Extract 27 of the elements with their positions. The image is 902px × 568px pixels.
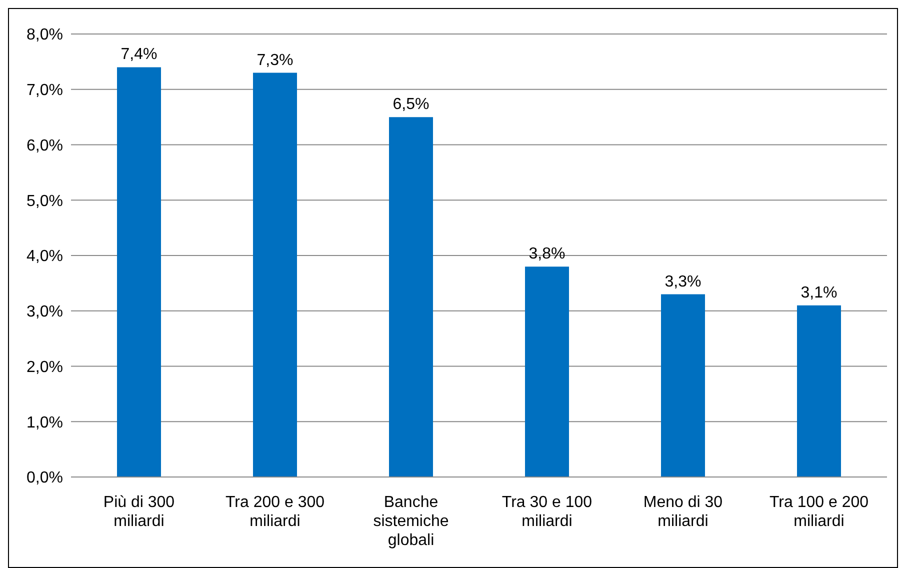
bar	[797, 305, 841, 477]
bar	[525, 266, 569, 477]
data-label: 3,1%	[800, 284, 838, 302]
y-tick-label: 7,0%	[26, 82, 63, 100]
data-label: 6,5%	[392, 96, 430, 114]
bar	[389, 117, 433, 477]
bar	[117, 67, 161, 477]
bar	[661, 294, 705, 477]
data-label: 3,3%	[664, 273, 702, 290]
x-tick-label: Tra 200 e 300 miliardi	[225, 494, 325, 530]
y-tick-label: 8,0%	[26, 26, 63, 44]
data-label: 7,3%	[256, 52, 294, 69]
y-tick-label: 0,0%	[26, 470, 63, 487]
y-tick-label: 5,0%	[26, 192, 63, 210]
y-tick-label: 6,0%	[26, 137, 63, 154]
x-tick-label: Banche sistemiche globali	[373, 494, 449, 549]
x-tick-label: Tra 30 e 100 miliardi	[502, 494, 592, 530]
x-tick-label: Meno di 30 miliardi	[643, 494, 723, 530]
x-tick-label: Più di 300 miliardi	[103, 494, 175, 530]
y-tick-label: 3,0%	[26, 304, 63, 321]
data-label: 3,8%	[528, 246, 566, 263]
bar	[253, 72, 297, 477]
y-tick-label: 1,0%	[26, 414, 63, 432]
data-label: 7,4%	[120, 46, 158, 64]
y-tick-label: 2,0%	[26, 358, 63, 376]
y-tick-label: 4,0%	[26, 248, 63, 266]
x-tick-label: Tra 100 e 200 miliardi	[769, 494, 869, 530]
